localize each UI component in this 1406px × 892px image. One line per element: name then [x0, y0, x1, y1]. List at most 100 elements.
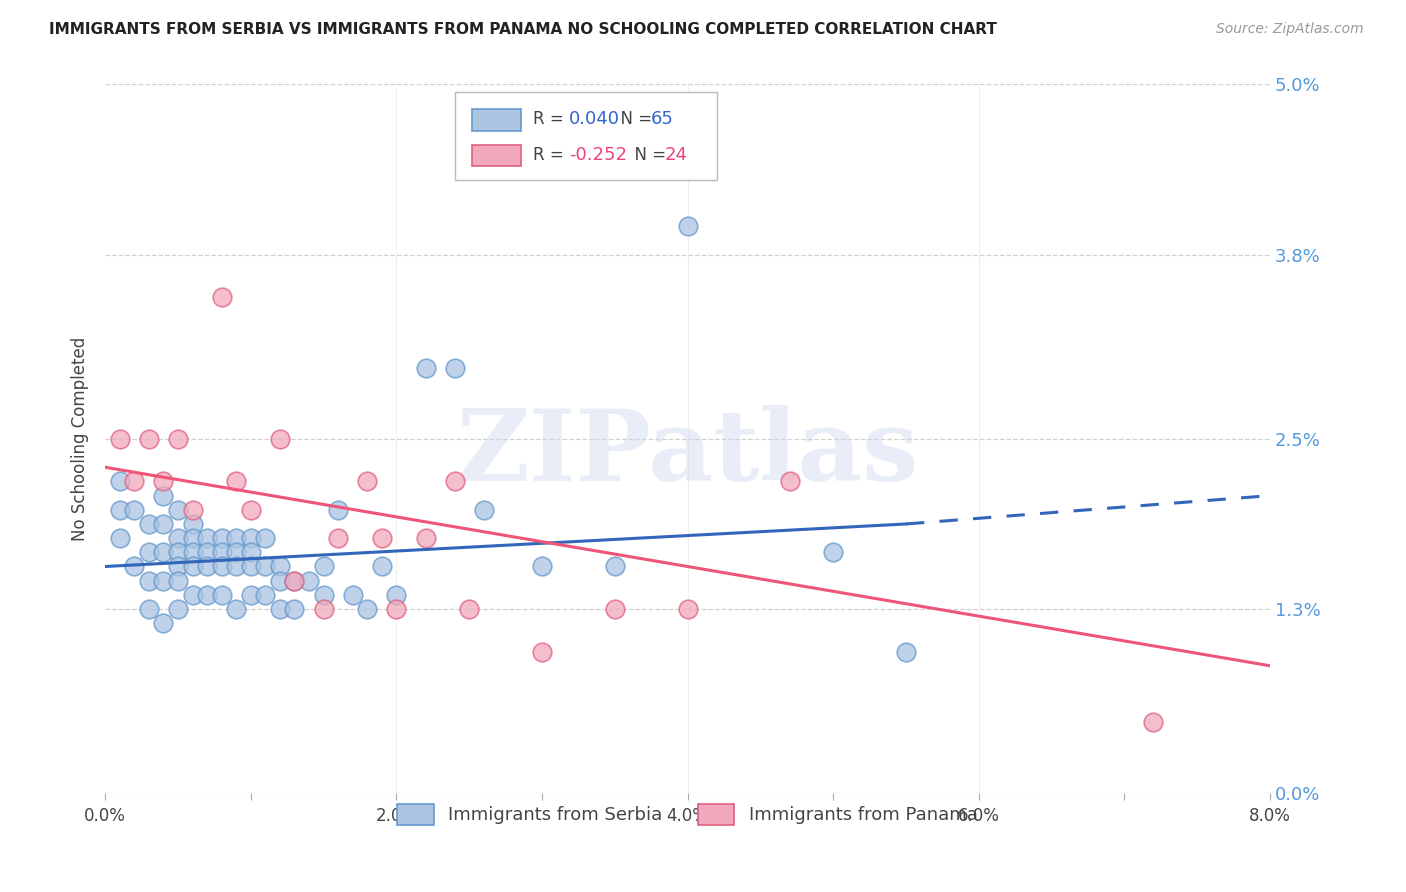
- Point: [283, 574, 305, 588]
- Text: R =: R =: [533, 111, 568, 128]
- Point: [823, 545, 845, 559]
- Point: [1142, 715, 1164, 730]
- Point: [269, 574, 291, 588]
- Point: [195, 588, 218, 602]
- FancyBboxPatch shape: [472, 109, 522, 130]
- Point: [211, 545, 233, 559]
- Point: [138, 432, 160, 446]
- FancyBboxPatch shape: [472, 145, 522, 166]
- Point: [603, 602, 626, 616]
- Point: [181, 559, 204, 574]
- Point: [181, 531, 204, 545]
- Point: [108, 475, 131, 489]
- Point: [108, 503, 131, 517]
- Point: [152, 545, 174, 559]
- Point: [312, 588, 335, 602]
- Point: [152, 516, 174, 531]
- Point: [181, 545, 204, 559]
- Point: [472, 503, 495, 517]
- Point: [342, 588, 364, 602]
- Point: [181, 588, 204, 602]
- Point: [124, 503, 146, 517]
- Point: [195, 531, 218, 545]
- Point: [167, 545, 190, 559]
- Point: [269, 602, 291, 616]
- Text: -0.252: -0.252: [569, 145, 627, 163]
- Point: [254, 559, 277, 574]
- Point: [108, 531, 131, 545]
- Point: [443, 475, 465, 489]
- Point: [138, 574, 160, 588]
- Point: [211, 588, 233, 602]
- Point: [415, 361, 437, 376]
- Point: [356, 475, 378, 489]
- Point: [443, 361, 465, 376]
- Legend: Immigrants from Serbia, Immigrants from Panama: Immigrants from Serbia, Immigrants from …: [388, 795, 987, 834]
- Point: [676, 602, 699, 616]
- FancyBboxPatch shape: [454, 92, 717, 180]
- Point: [211, 290, 233, 304]
- Text: 65: 65: [651, 111, 673, 128]
- Point: [195, 545, 218, 559]
- Point: [225, 475, 247, 489]
- Point: [138, 516, 160, 531]
- Text: Source: ZipAtlas.com: Source: ZipAtlas.com: [1216, 22, 1364, 37]
- Text: N =: N =: [623, 145, 671, 163]
- Point: [167, 531, 190, 545]
- Point: [211, 531, 233, 545]
- Text: IMMIGRANTS FROM SERBIA VS IMMIGRANTS FROM PANAMA NO SCHOOLING COMPLETED CORRELAT: IMMIGRANTS FROM SERBIA VS IMMIGRANTS FRO…: [49, 22, 997, 37]
- Point: [254, 588, 277, 602]
- Point: [254, 531, 277, 545]
- Text: R =: R =: [533, 145, 568, 163]
- Point: [225, 545, 247, 559]
- Point: [779, 475, 801, 489]
- Point: [371, 559, 394, 574]
- Point: [415, 531, 437, 545]
- Point: [108, 432, 131, 446]
- Point: [269, 559, 291, 574]
- Point: [138, 602, 160, 616]
- Point: [312, 602, 335, 616]
- Point: [269, 432, 291, 446]
- Point: [328, 531, 350, 545]
- Point: [312, 559, 335, 574]
- Point: [181, 516, 204, 531]
- Point: [211, 559, 233, 574]
- Point: [385, 602, 408, 616]
- Point: [283, 574, 305, 588]
- Point: [530, 559, 553, 574]
- Y-axis label: No Schooling Completed: No Schooling Completed: [72, 337, 89, 541]
- Point: [239, 559, 262, 574]
- Point: [152, 574, 174, 588]
- Point: [239, 503, 262, 517]
- Point: [167, 602, 190, 616]
- Point: [167, 503, 190, 517]
- Point: [298, 574, 321, 588]
- Point: [458, 602, 481, 616]
- Text: ZIPatlas: ZIPatlas: [457, 405, 920, 501]
- Point: [603, 559, 626, 574]
- Point: [371, 531, 394, 545]
- Text: N =: N =: [610, 111, 657, 128]
- Point: [239, 531, 262, 545]
- Point: [676, 219, 699, 234]
- Point: [894, 644, 917, 658]
- Point: [152, 475, 174, 489]
- Point: [225, 602, 247, 616]
- Point: [138, 545, 160, 559]
- Point: [225, 559, 247, 574]
- Point: [195, 559, 218, 574]
- Point: [239, 545, 262, 559]
- Point: [152, 616, 174, 631]
- Point: [328, 503, 350, 517]
- Point: [356, 602, 378, 616]
- Point: [124, 559, 146, 574]
- Point: [283, 602, 305, 616]
- Point: [167, 574, 190, 588]
- Point: [530, 644, 553, 658]
- Point: [225, 531, 247, 545]
- Text: 24: 24: [664, 145, 688, 163]
- Point: [167, 559, 190, 574]
- Text: 0.040: 0.040: [569, 111, 620, 128]
- Point: [385, 588, 408, 602]
